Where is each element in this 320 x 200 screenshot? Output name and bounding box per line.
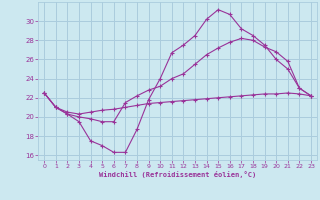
X-axis label: Windchill (Refroidissement éolien,°C): Windchill (Refroidissement éolien,°C) (99, 171, 256, 178)
